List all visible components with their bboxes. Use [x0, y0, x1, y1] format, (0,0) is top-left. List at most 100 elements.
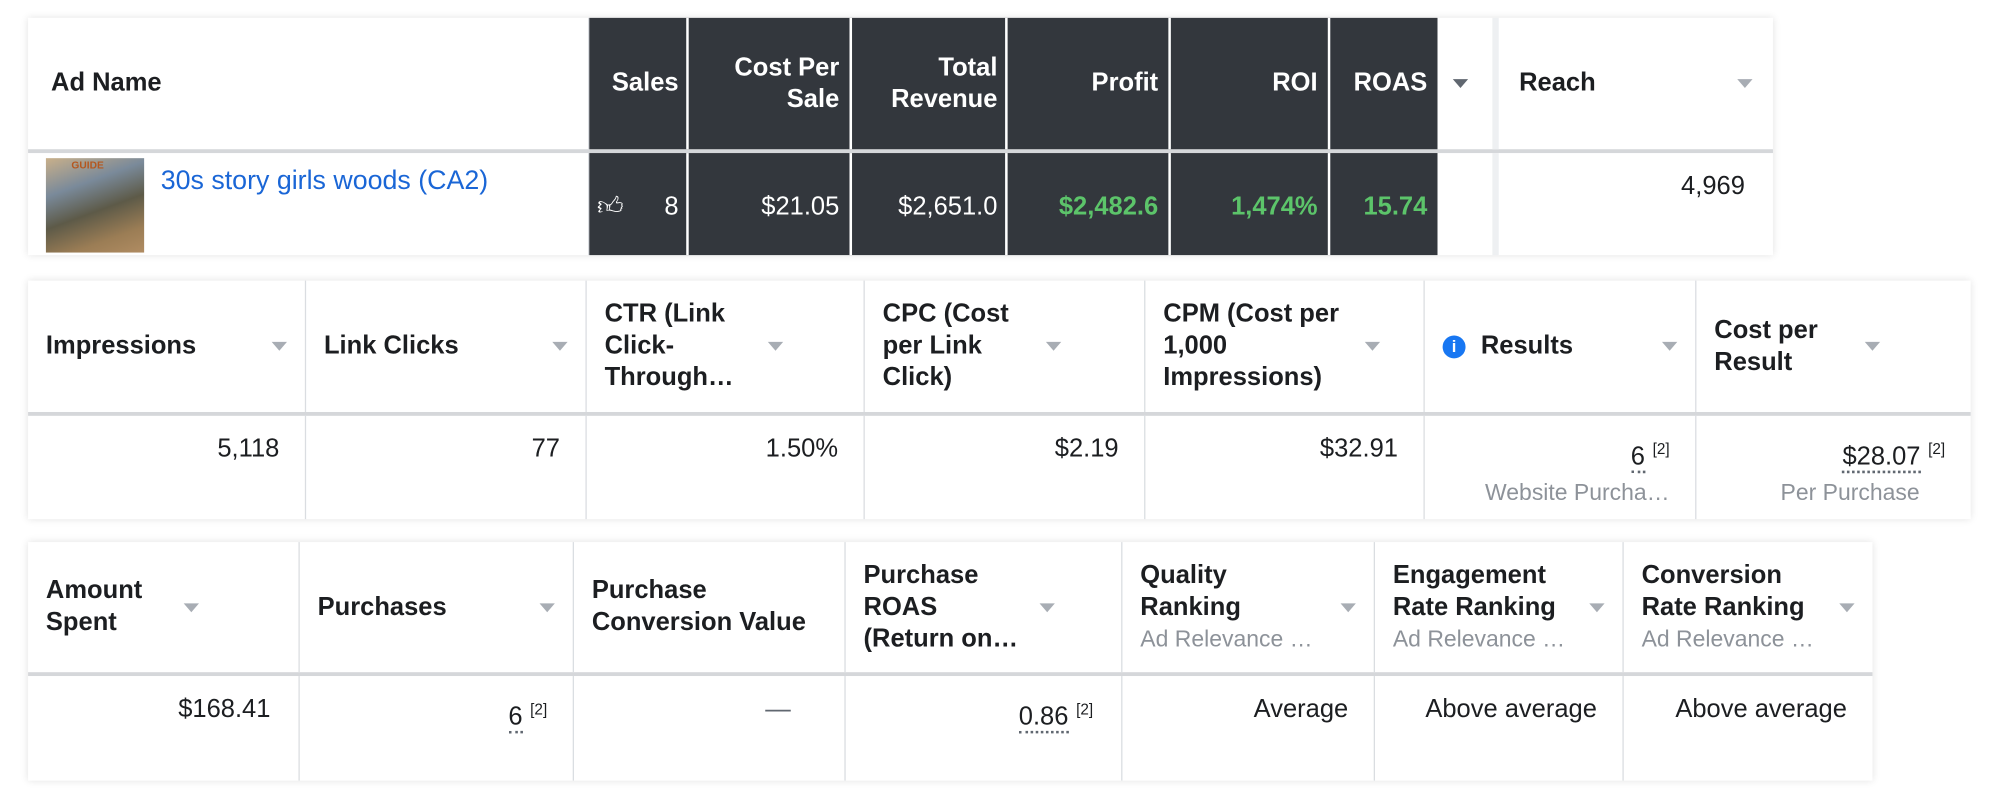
col-ctr[interactable]: CTR (Link Click-Through…: [587, 280, 865, 412]
col-label: Results: [1480, 331, 1574, 360]
col-sublabel: Ad Relevance …: [1641, 625, 1814, 652]
results-type: Website Purcha…: [1485, 479, 1670, 505]
quality-ranking-cell: Average: [1122, 676, 1375, 781]
col-label: Amount Spent: [45, 576, 143, 637]
purchase-roas-cell: 0.86 [2]: [846, 676, 1123, 781]
col-label: Sales: [611, 68, 679, 97]
col-label: Ad Name: [51, 68, 162, 97]
thumbnail-text: GUIDE: [71, 159, 104, 171]
caret-down-icon: [1364, 341, 1381, 351]
header-row: Impressions Link Clicks CTR (Link Click-…: [28, 280, 1971, 416]
col-label: Cost per Result: [1714, 315, 1818, 376]
header-row: Amount Spent Purchases Purchase Conversi…: [28, 542, 1873, 677]
ctr-cell: 1.50%: [587, 415, 865, 520]
purchases-cell: 6 [2]: [300, 676, 574, 781]
caret-down-icon: [1340, 602, 1356, 612]
col-reach[interactable]: Reach: [1499, 18, 1773, 149]
info-icon[interactable]: i: [1442, 334, 1466, 358]
results-cell: 6 [2] Website Purcha…: [1425, 415, 1697, 520]
col-conversion-rate-ranking[interactable]: Conversion Rate Ranking Ad Relevance …: [1624, 542, 1873, 672]
ad-name-cell: GUIDE 30s story girls woods (CA2): [28, 153, 590, 256]
sort-menu-button[interactable]: [1437, 18, 1492, 149]
cost-per-result-cell: $28.07 [2] Per Purchase: [1696, 416, 1970, 519]
caret-down-icon: [1039, 602, 1055, 612]
col-sales[interactable]: Sales: [589, 17, 689, 150]
table-row: $168.41 6 [2] — 0.86 [2] Average Above ave…: [28, 676, 1872, 781]
conversion-rate-ranking-cell: Above average: [1675, 695, 1847, 724]
cpm-cell: $32.91: [1145, 415, 1425, 520]
col-purchases[interactable]: Purchases: [300, 542, 574, 673]
profit-cell: $2,482.6: [1007, 153, 1171, 256]
conversion-metrics-table: Amount Spent Purchases Purchase Conversi…: [28, 542, 1873, 781]
caret-down-icon: [271, 341, 287, 351]
col-label: Purchases: [317, 592, 447, 621]
ad-summary-table: Ad Name Sales Cost Per Sale Total Revenu…: [28, 17, 1773, 256]
col-profit[interactable]: Profit: [1007, 17, 1171, 150]
caret-down-icon: [539, 602, 555, 612]
empty-cell: [1437, 153, 1492, 255]
reach-cell: 4,969: [1681, 172, 1745, 201]
purchase-roas-value[interactable]: 0.86: [1018, 702, 1069, 733]
roas-cell: 15.74: [1330, 153, 1438, 256]
col-sublabel: Ad Relevance …: [1140, 625, 1313, 652]
caret-down-icon: [1864, 341, 1881, 351]
footnote: [2]: [1928, 440, 1946, 458]
caret-down-icon: [1045, 341, 1062, 351]
delivery-metrics-table: Impressions Link Clicks CTR (Link Click-…: [28, 280, 1971, 520]
col-purchase-roas[interactable]: Purchase ROAS (Return on…: [846, 542, 1123, 673]
purchase-conversion-value-cell: —: [574, 676, 846, 781]
caret-down-icon: [1839, 602, 1855, 612]
col-label: CPC (Cost per Link Click): [882, 299, 1009, 392]
column-divider: [1492, 17, 1499, 150]
footnote: [2]: [1652, 440, 1670, 458]
caret-down-icon: [183, 602, 199, 612]
col-label: Link Clicks: [323, 331, 459, 360]
col-label: Cost Per Sale: [734, 52, 840, 113]
col-ad-name[interactable]: Ad Name: [28, 17, 590, 150]
col-link-clicks[interactable]: Link Clicks: [306, 280, 587, 412]
col-impressions[interactable]: Impressions: [28, 280, 307, 412]
col-label: Conversion Rate Ranking: [1641, 560, 1805, 621]
impressions-cell: 5,118: [28, 415, 307, 520]
purchases-value[interactable]: 6: [508, 702, 523, 733]
col-cost-per-result[interactable]: Cost per Result: [1696, 281, 1970, 412]
col-total-revenue[interactable]: Total Revenue: [852, 17, 1008, 150]
amount-spent-cell: $168.41: [28, 676, 300, 781]
caret-down-icon: [1452, 79, 1469, 89]
col-quality-ranking[interactable]: Quality Ranking Ad Relevance …: [1122, 542, 1375, 673]
col-cpc[interactable]: CPC (Cost per Link Click): [865, 280, 1146, 412]
results-value[interactable]: 6: [1631, 442, 1645, 473]
thumbs-up-icon: 👍︎: [596, 192, 624, 221]
col-label: Impressions: [45, 331, 197, 360]
header-row: Ad Name Sales Cost Per Sale Total Revenu…: [28, 17, 1773, 154]
col-cost-per-sale[interactable]: Cost Per Sale: [688, 17, 853, 150]
col-roas[interactable]: ROAS: [1330, 17, 1438, 150]
cost-per-sale-cell: $21.05: [688, 153, 853, 256]
col-label: CPM (Cost per 1,000 Impressions): [1163, 299, 1340, 392]
col-amount-spent[interactable]: Amount Spent: [28, 542, 300, 673]
footnote: [2]: [530, 700, 548, 719]
col-cpm[interactable]: CPM (Cost per 1,000 Impressions): [1145, 280, 1425, 412]
caret-down-icon: [1661, 341, 1678, 351]
col-sublabel: Ad Relevance …: [1392, 625, 1566, 652]
footnote: [2]: [1076, 700, 1094, 719]
col-label: ROI: [1272, 68, 1318, 97]
cost-per-result-value[interactable]: $28.07: [1842, 442, 1921, 473]
col-label: Reach: [1519, 68, 1596, 97]
col-purchase-conversion-value[interactable]: Purchase Conversion Value: [574, 542, 846, 673]
col-engagement-rate-ranking[interactable]: Engagement Rate Ranking Ad Relevance …: [1375, 542, 1624, 673]
total-revenue-cell: $2,651.0: [852, 153, 1008, 256]
col-roi[interactable]: ROI: [1170, 17, 1331, 150]
caret-down-icon: [1737, 79, 1753, 89]
caret-down-icon: [1589, 602, 1605, 612]
ad-name-link[interactable]: 30s story girls woods (CA2): [160, 165, 489, 196]
roi-cell: 1,474%: [1170, 153, 1331, 256]
ad-thumbnail[interactable]: GUIDE: [45, 158, 145, 253]
col-label: Total Revenue: [891, 52, 998, 113]
caret-down-icon: [552, 341, 568, 351]
caret-down-icon: [767, 341, 784, 351]
col-label: Engagement Rate Ranking: [1392, 560, 1556, 621]
col-results[interactable]: i Results: [1425, 280, 1697, 412]
link-clicks-cell: 77: [306, 415, 587, 520]
